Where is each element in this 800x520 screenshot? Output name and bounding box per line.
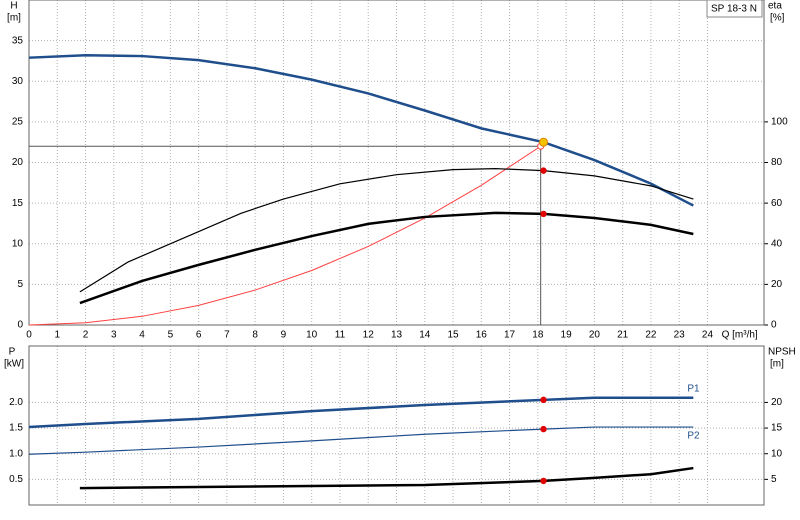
y2-tick-label: 5: [771, 474, 777, 485]
curve: [28, 53, 694, 207]
x-tick-label: 17: [504, 330, 516, 341]
x-label: Q [m³/h]: [722, 330, 758, 341]
y2-label: eta: [768, 1, 782, 12]
x-tick-label: 19: [561, 330, 573, 341]
y2-tick-label: 15: [771, 423, 783, 434]
y-tick-label: 35: [12, 35, 24, 46]
x-tick-label: 23: [674, 330, 686, 341]
y2-unit: [%]: [770, 13, 785, 24]
curve: [28, 145, 541, 326]
curve: [79, 167, 694, 293]
x-tick-label: 11: [335, 330, 346, 341]
curve: [79, 466, 694, 490]
plot-frame: [28, 0, 765, 326]
y2-tick-label: 100: [771, 117, 788, 128]
x-tick-label: 18: [532, 330, 544, 341]
x-tick-label: 6: [196, 330, 202, 341]
curve: [28, 426, 694, 455]
y-unit: [kW]: [4, 359, 24, 370]
y-tick-label: 25: [12, 117, 24, 128]
y-label: P: [9, 347, 16, 358]
y-tick-label: 15: [12, 198, 24, 209]
plot-frame: [28, 345, 765, 506]
operating-marker: [540, 425, 547, 433]
x-tick-label: 8: [252, 330, 258, 341]
chart-title: SP 18-3 N: [711, 4, 757, 15]
y2-tick-label: 80: [771, 157, 783, 168]
x-tick-label: 4: [139, 330, 145, 341]
x-tick-label: 21: [617, 330, 629, 341]
y-label: H: [10, 1, 17, 12]
x-tick-label: 12: [363, 330, 375, 341]
y-tick-label: 1.5: [9, 423, 23, 434]
curve: [28, 396, 694, 429]
operating-marker: [540, 396, 547, 404]
curve: [79, 211, 694, 305]
y2-unit: [m]: [770, 359, 784, 370]
duty-point: [539, 137, 548, 147]
y-tick-label: 2.0: [9, 397, 23, 408]
y-tick-label: 1.0: [9, 448, 23, 459]
y-tick-label: 10: [12, 238, 24, 249]
operating-marker: [540, 167, 547, 174]
y2-tick-label: 20: [771, 397, 783, 408]
y-tick-label: 30: [12, 76, 24, 87]
x-tick-label: 10: [306, 330, 318, 341]
curve-label: P2: [687, 431, 700, 442]
y2-tick-label: 60: [771, 198, 783, 209]
y-tick-label: 0: [17, 320, 23, 331]
x-tick-label: 20: [589, 330, 601, 341]
x-tick-label: 14: [419, 330, 431, 341]
x-tick-label: 9: [281, 330, 287, 341]
curve-label: P1: [687, 383, 700, 394]
y2-tick-label: 20: [771, 279, 783, 290]
y-unit: [m]: [7, 13, 21, 24]
y2-tick-label: 40: [771, 238, 783, 249]
y2-tick-label: 0: [771, 320, 777, 331]
operating-marker: [540, 477, 547, 485]
y-tick-label: 20: [12, 157, 24, 168]
x-tick-label: 5: [168, 330, 174, 341]
x-tick-label: 1: [54, 330, 60, 341]
y-tick-label: 0.5: [9, 474, 23, 485]
x-tick-label: 16: [476, 330, 488, 341]
x-tick-label: 22: [645, 330, 657, 341]
y2-tick-label: 10: [771, 448, 783, 459]
x-tick-label: 24: [702, 330, 714, 341]
x-tick-label: 0: [26, 330, 32, 341]
x-tick-label: 2: [83, 330, 89, 341]
plots: 0 1 2 3 4 5 6 7 8 9 10 11 12 13 14 15 16 17 18 19 20 21 22 23 24…: [4, 0, 796, 506]
x-tick-label: 7: [224, 330, 230, 341]
x-tick-label: 13: [391, 330, 403, 341]
operating-marker: [540, 210, 547, 218]
x-tick-label: 3: [111, 330, 117, 341]
x-tick-label: 15: [447, 330, 459, 341]
y2-label: NPSH: [768, 347, 796, 358]
title-box: [706, 0, 763, 18]
y-tick-label: 5: [17, 279, 23, 290]
